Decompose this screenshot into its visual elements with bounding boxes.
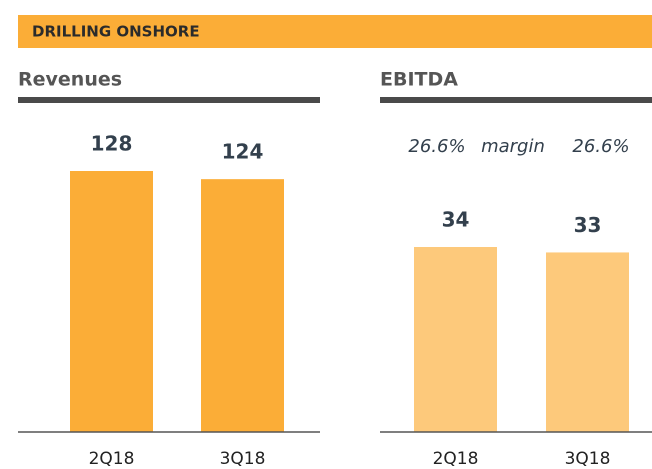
value-label: 124 <box>222 140 264 164</box>
annotation: margin <box>481 136 545 157</box>
x-tick-label: 2Q18 <box>433 449 479 469</box>
header-bar <box>18 15 652 48</box>
x-tick-label: 3Q18 <box>220 449 266 469</box>
bar <box>414 247 497 432</box>
chart-title: EBITDA <box>380 69 458 91</box>
value-label: 33 <box>574 213 602 237</box>
x-tick-label: 2Q18 <box>89 449 135 469</box>
title-underline <box>18 97 320 103</box>
value-label: 34 <box>442 208 470 232</box>
header-title: DRILLING ONSHORE <box>32 23 200 41</box>
title-underline <box>380 97 652 103</box>
chart-title: Revenues <box>18 69 122 91</box>
bar <box>70 171 153 432</box>
bar <box>546 252 629 432</box>
annotation: 26.6% <box>408 136 465 157</box>
x-tick-label: 3Q18 <box>565 449 611 469</box>
annotation: 26.6% <box>572 136 629 157</box>
bar <box>201 179 284 432</box>
value-label: 128 <box>91 132 133 156</box>
